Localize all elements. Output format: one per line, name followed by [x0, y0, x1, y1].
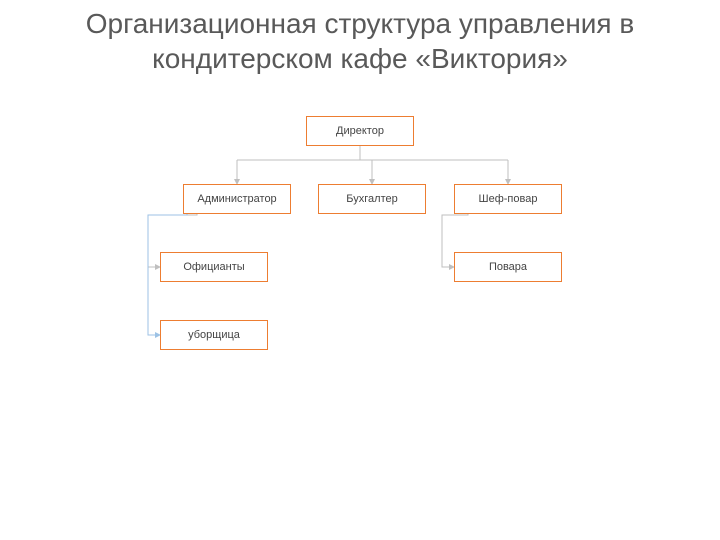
node-cleaner: уборщица — [160, 320, 268, 350]
node-waiters: Официанты — [160, 252, 268, 282]
page-title: Организационная структура управления в к… — [0, 0, 720, 76]
org-chart: Директор Администратор Бухгалтер Шеф-повар О… — [0, 76, 720, 496]
node-director: Директор — [306, 116, 414, 146]
node-accountant: Бухгалтер — [318, 184, 426, 214]
node-chef: Шеф-повар — [454, 184, 562, 214]
node-administrator: Администратор — [183, 184, 291, 214]
node-cooks: Повара — [454, 252, 562, 282]
